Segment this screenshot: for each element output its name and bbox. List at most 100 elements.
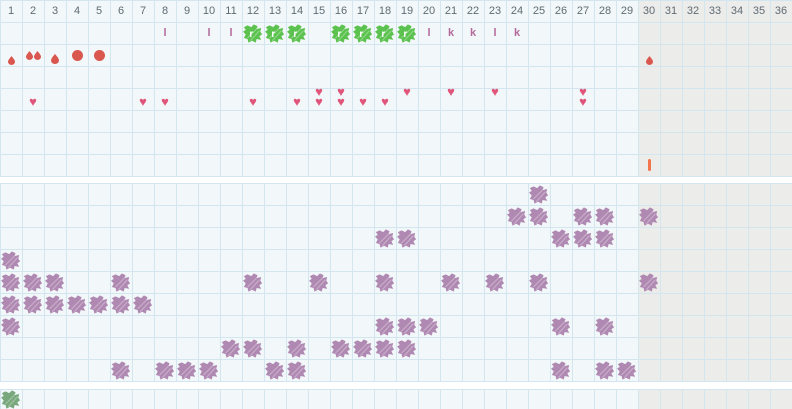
day-header-cell: 28 [594,0,616,22]
fertile-day-icon[interactable]: r [397,23,417,49]
bleeding-heavy-icon[interactable] [94,50,105,61]
footer-green-icon[interactable] [1,389,21,409]
chart-blob-icon[interactable] [551,360,571,382]
chart-blob-icon[interactable] [287,360,307,382]
chart-blob-icon[interactable] [155,360,175,382]
chart-blob-icon[interactable] [595,228,615,254]
chart-blob-icon[interactable] [529,206,549,232]
day-header-cell: 20 [418,0,440,22]
day-header-cell: 7 [132,0,154,22]
svg-text:r: r [359,29,363,40]
day-header-cell: 15 [308,0,330,22]
svg-text:r: r [403,29,407,40]
cervical-mucus-letter[interactable]: l [220,22,242,44]
chart-blob-icon[interactable] [353,338,373,364]
bleeding-heavy-icon[interactable] [72,50,83,61]
chart-blob-icon[interactable] [551,316,571,342]
bleeding-drop-icon[interactable] [646,52,653,70]
intercourse-heart-icon[interactable]: ♥ [308,96,330,108]
day-header-cell: 21 [440,0,462,22]
chart-blob-icon[interactable] [397,338,417,364]
chart-blob-icon[interactable] [551,228,571,254]
cervical-mucus-letter[interactable]: k [440,22,462,44]
fertile-day-icon[interactable]: r [331,23,351,49]
cervical-mucus-letter[interactable]: l [198,22,220,44]
chart-blob-icon[interactable] [595,316,615,342]
chart-blob-icon[interactable] [617,360,637,382]
chart-blob-icon[interactable] [595,360,615,382]
chart-blob-icon[interactable] [243,338,263,364]
cervical-mucus-letter[interactable]: k [462,22,484,44]
intercourse-heart-icon[interactable]: ♥ [352,96,374,108]
chart-blob-icon[interactable] [111,294,131,320]
chart-blob-icon[interactable] [111,360,131,382]
chart-blob-icon[interactable] [419,316,439,342]
chart-blob-icon[interactable] [177,360,197,382]
footer-section-content [0,389,792,409]
chart-section [0,183,792,382]
chart-blob-icon[interactable] [573,228,593,254]
chart-blob-icon[interactable] [265,360,285,382]
chart-blob-icon[interactable] [199,360,219,382]
day-header-cell: 12 [242,0,264,22]
cervical-mucus-letter[interactable]: l [154,22,176,44]
chart-blob-icon[interactable] [221,338,241,364]
intercourse-heart-icon[interactable]: ♥ [242,96,264,108]
chart-blob-icon[interactable] [441,272,461,298]
fertile-day-icon[interactable]: r [265,23,285,49]
intercourse-heart-icon[interactable]: ♥ [572,96,594,108]
day-header-cell: 1 [0,0,22,22]
bleeding-drops-icon[interactable] [26,51,41,60]
fertile-day-icon[interactable]: r [375,23,395,49]
intercourse-heart-icon[interactable]: ♥ [484,86,506,98]
day-header-cell: 33 [704,0,726,22]
chart-blob-icon[interactable] [639,272,659,298]
fertile-day-icon[interactable]: r [287,23,307,49]
day-header-cell: 14 [286,0,308,22]
chart-blob-icon[interactable] [133,294,153,320]
chart-blob-icon[interactable] [89,294,109,320]
chart-blob-icon[interactable] [375,272,395,298]
bleeding-drop-icon[interactable] [8,52,15,70]
day-header-cell: 35 [748,0,770,22]
svg-text:r: r [381,29,385,40]
intercourse-heart-icon[interactable]: ♥ [22,96,44,108]
svg-text:r: r [337,29,341,40]
chart-blob-icon[interactable] [485,272,505,298]
note-marker-icon[interactable] [648,159,651,171]
cervical-mucus-letter[interactable]: l [418,22,440,44]
day-header-cell: 32 [682,0,704,22]
chart-blob-icon[interactable] [507,206,527,232]
chart-blob-icon[interactable] [45,294,65,320]
bleeding-drop-icon[interactable] [51,51,59,69]
chart-blob-icon[interactable] [529,272,549,298]
day-header-cell: 27 [572,0,594,22]
cervical-mucus-letter[interactable]: k [506,22,528,44]
fertile-day-icon[interactable]: r [353,23,373,49]
fertile-day-icon[interactable]: r [243,23,263,49]
day-header-cell: 18 [374,0,396,22]
intercourse-heart-icon[interactable]: ♥ [286,96,308,108]
chart-blob-icon[interactable] [1,316,21,342]
intercourse-heart-icon[interactable]: ♥ [132,96,154,108]
svg-text:r: r [249,29,253,40]
footer-section [0,389,792,409]
intercourse-heart-icon[interactable]: ♥ [374,96,396,108]
chart-section-content [0,183,792,382]
day-header-cell: 31 [660,0,682,22]
chart-blob-icon[interactable] [67,294,87,320]
chart-blob-icon[interactable] [23,294,43,320]
cervical-mucus-letter[interactable]: l [484,22,506,44]
chart-blob-icon[interactable] [639,206,659,232]
chart-blob-icon[interactable] [375,228,395,254]
chart-blob-icon[interactable] [331,338,351,364]
chart-blob-icon[interactable] [397,228,417,254]
intercourse-heart-icon[interactable]: ♥ [330,96,352,108]
chart-blob-icon[interactable] [243,272,263,298]
intercourse-heart-icon[interactable]: ♥ [440,86,462,98]
chart-blob-icon[interactable] [375,338,395,364]
day-header-cell: 26 [550,0,572,22]
intercourse-heart-icon[interactable]: ♥ [154,96,176,108]
chart-blob-icon[interactable] [309,272,329,298]
intercourse-heart-icon[interactable]: ♥ [396,86,418,98]
